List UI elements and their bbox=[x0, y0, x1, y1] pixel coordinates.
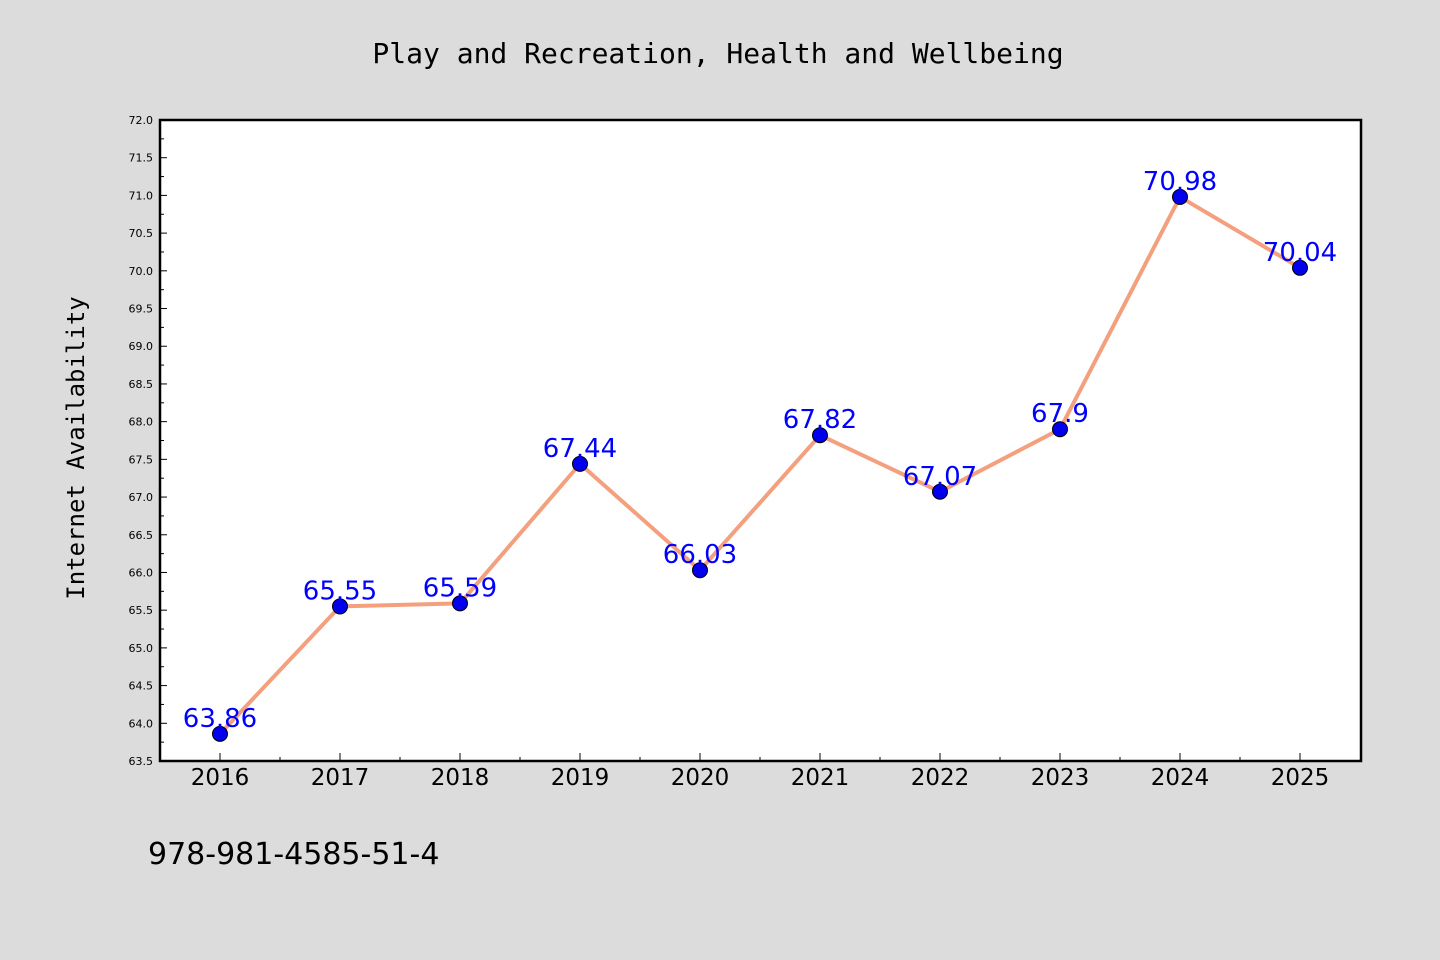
data-point-label: 65.55 bbox=[303, 576, 377, 606]
y-tick-label: 70.5 bbox=[129, 227, 154, 240]
x-tick-label: 2020 bbox=[671, 765, 730, 791]
data-point-marker bbox=[1292, 259, 1308, 276]
y-tick-label: 65.0 bbox=[129, 642, 154, 655]
data-point-label: 65.59 bbox=[423, 573, 497, 603]
y-tick-label: 64.0 bbox=[129, 717, 154, 730]
isbn-text: 978-981-4585-51-4 bbox=[148, 837, 439, 872]
series-line bbox=[218, 194, 1302, 736]
data-point-marker bbox=[932, 483, 948, 500]
y-tick-labels: 63.5 64.0 64.5 65.0 65.5 66.0 66.5 67.0 67.5 68.0… bbox=[129, 114, 154, 768]
data-point-marker bbox=[212, 725, 228, 742]
data-point-marker bbox=[332, 598, 348, 615]
y-tick-label: 71.0 bbox=[129, 189, 154, 202]
data-point-label: 67.9 bbox=[1031, 399, 1089, 429]
chart-title: Play and Recreation, Health and Wellbein… bbox=[372, 37, 1063, 70]
data-labels: 63.86 65.55 65.59 67.44 66.03 67.82 67.07 67.9 7… bbox=[183, 167, 1337, 734]
x-tick-label: 2021 bbox=[791, 765, 850, 791]
y-tick-label: 68.0 bbox=[129, 416, 154, 429]
y-tick-label: 70.0 bbox=[129, 265, 154, 278]
data-point-marker bbox=[692, 562, 708, 579]
x-tick-label: 2018 bbox=[431, 765, 490, 791]
x-tick-labels: 2016 2017 2018 2019 2020 2021 2022 2023 2024 2025 bbox=[191, 765, 1330, 791]
y-tick-label: 71.5 bbox=[129, 152, 154, 165]
y-tick-label: 72.0 bbox=[129, 114, 154, 127]
y-axis-label: Internet Availability bbox=[62, 296, 90, 599]
plot-area bbox=[160, 120, 1361, 761]
data-point-marker bbox=[812, 427, 828, 444]
x-tick-label: 2025 bbox=[1271, 765, 1330, 791]
y-tick-label: 64.5 bbox=[129, 680, 154, 693]
y-tick-label: 69.0 bbox=[129, 340, 154, 353]
series-layer bbox=[212, 188, 1308, 742]
data-point-label: 67.07 bbox=[903, 462, 977, 492]
y-tick-label: 68.5 bbox=[129, 378, 154, 391]
data-point-label: 63.86 bbox=[183, 704, 257, 734]
plot-frame bbox=[158, 118, 1363, 763]
y-tick-label: 63.5 bbox=[129, 755, 154, 768]
data-point-marker bbox=[1052, 421, 1068, 438]
y-tick-label: 65.5 bbox=[129, 604, 154, 617]
data-point-marker bbox=[572, 455, 588, 472]
data-point-label: 67.44 bbox=[543, 434, 617, 464]
data-point-label: 67.82 bbox=[783, 405, 857, 435]
data-point-label: 70.04 bbox=[1263, 238, 1337, 268]
data-point-marker bbox=[1172, 188, 1188, 205]
x-tick-label: 2017 bbox=[311, 765, 370, 791]
data-point-label: 66.03 bbox=[663, 540, 737, 570]
x-tick-label: 2019 bbox=[551, 765, 610, 791]
data-point-marker bbox=[452, 595, 468, 612]
y-tick-label: 67.5 bbox=[129, 453, 154, 466]
x-tick-label: 2023 bbox=[1031, 765, 1090, 791]
x-tick-label: 2016 bbox=[191, 765, 250, 791]
y-tick-label: 67.0 bbox=[129, 491, 154, 504]
y-tick-label: 66.0 bbox=[129, 566, 154, 579]
data-point-label: 70.98 bbox=[1143, 167, 1217, 197]
x-tick-label: 2024 bbox=[1151, 765, 1210, 791]
y-tick-label: 69.5 bbox=[129, 303, 154, 316]
x-tick-label: 2022 bbox=[911, 765, 970, 791]
y-tick-label: 66.5 bbox=[129, 529, 154, 542]
